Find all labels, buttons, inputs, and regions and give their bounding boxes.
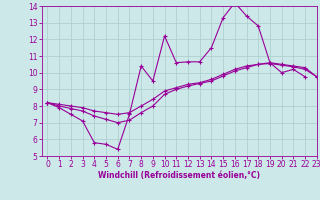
X-axis label: Windchill (Refroidissement éolien,°C): Windchill (Refroidissement éolien,°C): [98, 171, 260, 180]
